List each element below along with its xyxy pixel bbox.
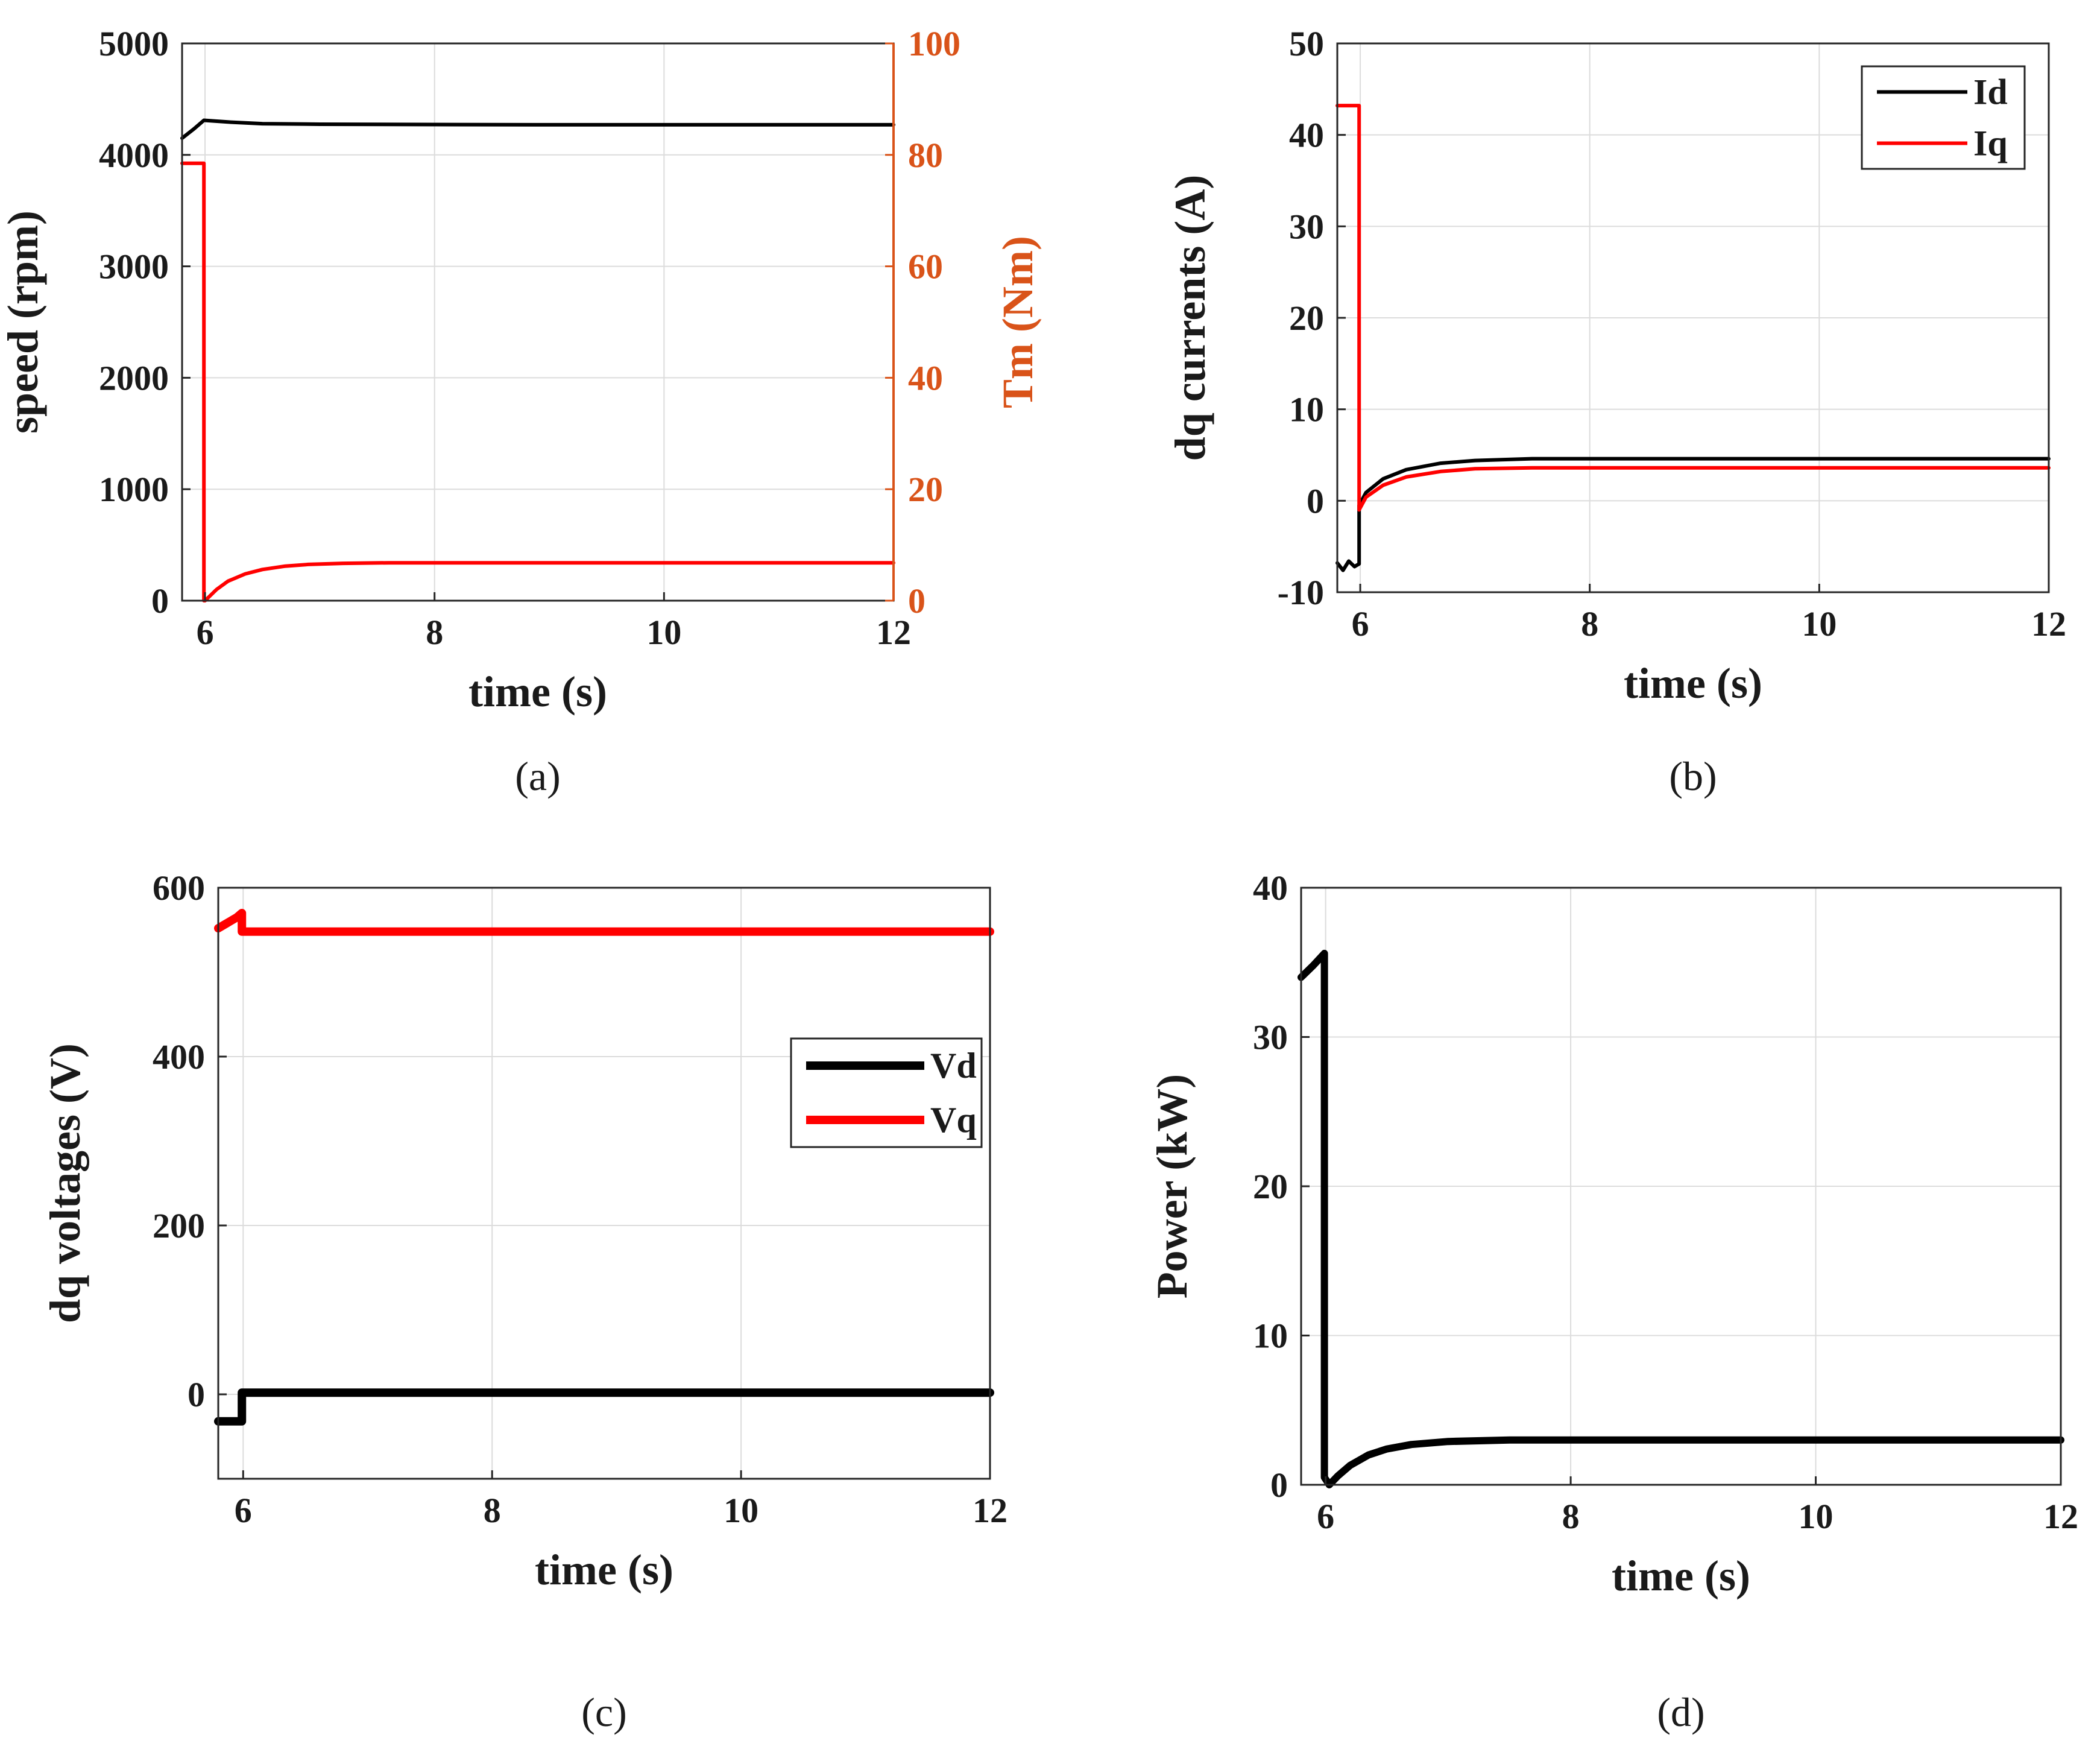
x-tick-label: 8: [1562, 1497, 1580, 1536]
y2-tick-label: 80: [908, 136, 943, 175]
y2-tick-label: 100: [908, 24, 960, 63]
series-line-power: [1298, 949, 2064, 1488]
y-tick-label: -10: [1278, 573, 1324, 612]
y-tick-label: 200: [153, 1206, 205, 1245]
x-tick-label: 10: [724, 1491, 758, 1530]
series-line-id: [1335, 457, 2051, 572]
panel-a: 6 8 10 12010002000300040005000020406080100T…: [0, 24, 1042, 799]
x-tick-label: 8: [1581, 604, 1598, 643]
legend: Id Iq: [1861, 65, 2026, 170]
x-tick-label: 12: [2031, 604, 2066, 643]
x-tick-label: 6: [235, 1491, 252, 1530]
legend-label-iq: Iq: [1973, 124, 2008, 163]
x-tick-label: 8: [426, 613, 443, 652]
legend-label-vq: Vq: [930, 1100, 977, 1140]
x-axis-label: time (s): [1612, 1552, 1750, 1600]
y-tick-label: 0: [188, 1375, 205, 1414]
y-tick-label: 600: [153, 868, 205, 908]
y-tick-label: 30: [1253, 1018, 1288, 1057]
y-axis-label: speed (rpm): [0, 210, 47, 434]
series-line-vd: [214, 1388, 994, 1426]
y-tick-label: 10: [1253, 1317, 1288, 1356]
panel-label: (a): [515, 753, 560, 799]
series-line-iq: [1335, 104, 2051, 512]
panel-b: 6 8 10 12 -10 0 10 20 30 40 50 time (s) dq currents …: [1166, 24, 2066, 799]
legend-label-id: Id: [1973, 72, 2008, 112]
x-axis-label: time (s): [535, 1546, 673, 1594]
panel-c: 6 8 10 12 0 200 400 600 time (s) dq voltages (V) V…: [41, 868, 1007, 1735]
y-axis-label: Power (kW): [1148, 1074, 1196, 1299]
y-tick-label: 20: [1289, 299, 1324, 338]
x-tick-label: 12: [876, 613, 911, 652]
x-tick-label: 12: [973, 1491, 1007, 1530]
legend: Vd Vq: [790, 1037, 983, 1148]
series-line-speed: [180, 118, 895, 141]
y-tick-label: 40: [1289, 116, 1324, 155]
y-tick-label: 4000: [99, 136, 169, 175]
y2-tick-label: 60: [908, 247, 943, 286]
y-tick-label: 3000: [99, 247, 169, 286]
y-axis-label: dq currents (A): [1166, 175, 1214, 461]
x-tick-label: 10: [646, 613, 681, 652]
y-tick-label: 0: [1270, 1465, 1288, 1505]
y-tick-label: 10: [1289, 390, 1324, 429]
x-tick-label: 8: [484, 1491, 501, 1530]
x-tick-label: 6: [1352, 604, 1369, 643]
y2-tick-label: 20: [908, 470, 943, 509]
y-tick-label: 20: [1253, 1167, 1288, 1206]
y-axis-label: dq voltages (V): [41, 1043, 89, 1323]
panel-label: (b): [1669, 753, 1717, 799]
y-tick-label: 40: [1253, 868, 1288, 908]
x-tick-label: 10: [1799, 1497, 1834, 1536]
x-tick-label: 10: [1802, 604, 1837, 643]
plot-area: [218, 888, 990, 1479]
plot-area: [182, 43, 894, 601]
legend-box: [1861, 65, 2026, 170]
y2-tick-label: 40: [908, 358, 943, 397]
x-tick-label: 6: [1317, 1497, 1334, 1536]
legend-label-vd: Vd: [930, 1046, 977, 1086]
panel-label: (d): [1657, 1689, 1704, 1735]
panel-d: 6 8 10 12 0 10 20 30 40 time (s) Power (kW) (d): [1148, 868, 2078, 1735]
y-tick-label: 400: [153, 1037, 205, 1077]
y-tick-label: 0: [151, 581, 169, 621]
y-tick-label: 30: [1289, 207, 1324, 246]
x-axis-label: time (s): [1624, 659, 1762, 707]
y-tick-label: 50: [1289, 24, 1324, 63]
y-tick-label: 2000: [99, 358, 169, 397]
y2-axis-label: Tm (Nm): [994, 236, 1042, 408]
x-tick-label: 6: [197, 613, 214, 652]
panel-label: (c): [581, 1689, 626, 1735]
x-tick-label: 12: [2043, 1497, 2078, 1536]
axes-box: [217, 887, 991, 1480]
series-line-vq: [214, 909, 994, 936]
y2-tick-label: 0: [908, 581, 925, 621]
y-tick-label: 0: [1307, 481, 1324, 520]
x-axis-label: time (s): [468, 668, 607, 716]
legend-box: [790, 1037, 983, 1148]
y-tick-label: 5000: [99, 24, 169, 63]
y-tick-label: 1000: [99, 470, 169, 509]
